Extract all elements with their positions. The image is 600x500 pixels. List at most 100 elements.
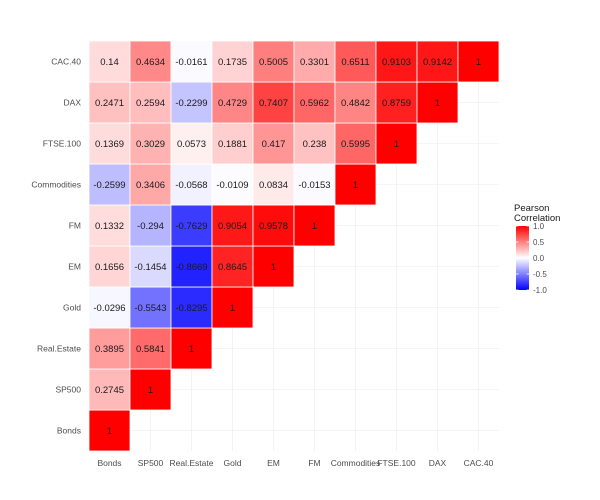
cell-value-label-cac-40-em: 0.5005 — [259, 57, 288, 68]
cell-value-label-em-em: 1 — [271, 262, 276, 273]
cell-value-label-sp500-bonds: 0.2745 — [95, 385, 124, 396]
heatmap-cell-sp500-sp500 — [129, 368, 172, 411]
heatmap-cell-cac-40-bonds — [88, 40, 131, 83]
heatmap-cell-em-em — [252, 245, 295, 288]
heatmap-cell-fm-fm — [293, 204, 336, 247]
x-tick-label-em: EM — [267, 458, 280, 468]
legend-colorbar — [516, 226, 529, 290]
cell-value-label-dax-sp500: 0.2594 — [136, 98, 165, 109]
legend-ticks: 1.0 0.5 0.0 -0.5 -1.0 — [516, 222, 547, 295]
cell-value-label-gold-sp500: -0.5543 — [134, 303, 166, 314]
x-tick-label-dax: DAX — [429, 458, 447, 468]
heatmap-cell-dax-em — [252, 81, 295, 124]
y-tick-label-fm: FM — [69, 221, 81, 231]
heatmap-cell-cac-40-real-estate — [170, 40, 213, 83]
cell-value-label-cac-40-fm: 0.3301 — [300, 57, 329, 68]
heatmap-cell-bonds-bonds — [88, 409, 131, 452]
cell-value-label-ftse-100-ftse-100: 1 — [394, 139, 399, 150]
cell-value-label-cac-40-commodities: 0.6511 — [341, 57, 369, 68]
cell-value-label-dax-commodities: 0.4842 — [341, 98, 370, 109]
heatmap-cell-ftse-100-real-estate — [170, 122, 213, 165]
heatmap-cell-commodities-sp500 — [129, 163, 172, 206]
legend-tick-label: -0.5 — [533, 270, 547, 279]
heatmap-cell-commodities-bonds — [88, 163, 131, 206]
heatmap-cell-gold-gold — [211, 286, 254, 329]
heatmap-cell-cac-40-sp500 — [129, 40, 172, 83]
legend-title-line-1: Pearson — [514, 203, 549, 214]
heatmap-cell-commodities-commodities — [334, 163, 377, 206]
cell-value-label-em-gold: 0.8645 — [218, 262, 247, 273]
y-tick-label-real-estate: Real.Estate — [37, 344, 81, 354]
heatmap-cell-dax-real-estate — [170, 81, 213, 124]
cell-value-label-commodities-bonds: -0.2599 — [93, 180, 125, 191]
legend-tick-label: 0.0 — [533, 254, 545, 263]
x-tick-label-sp500: SP500 — [138, 458, 164, 468]
legend-tick-label: 0.5 — [533, 238, 545, 247]
heatmap-cell-ftse-100-bonds — [88, 122, 131, 165]
cell-value-label-fm-em: 0.9578 — [259, 221, 288, 232]
heatmap-cell-sp500-bonds — [88, 368, 131, 411]
y-axis: Bonds SP500 Real.Estate Gold EM FM Commodities… — [31, 57, 81, 436]
cell-value-label-bonds-bonds: 1 — [107, 426, 112, 437]
heatmap-cell-dax-bonds — [88, 81, 131, 124]
heatmap-cell-commodities-real-estate — [170, 163, 213, 206]
cell-value-label-gold-gold: 1 — [230, 303, 235, 314]
heatmap-cell-gold-real-estate — [170, 286, 213, 329]
cell-value-label-real-estate-real-estate: 1 — [189, 344, 194, 355]
cell-value-label-gold-real-estate: -0.8295 — [175, 303, 207, 314]
cell-value-label-real-estate-sp500: 0.5841 — [136, 344, 165, 355]
cell-value-label-dax-fm: 0.5962 — [300, 98, 329, 109]
y-tick-label-commodities: Commodities — [31, 180, 81, 190]
heatmap-cell-em-real-estate — [170, 245, 213, 288]
heatmap-cell-cac-40-ftse-100 — [375, 40, 418, 83]
cell-value-label-ftse-100-gold: 0.1881 — [218, 139, 247, 150]
y-tick-label-em: EM — [68, 262, 81, 272]
cell-value-label-cac-40-bonds: 0.14 — [100, 57, 119, 68]
cell-value-label-cac-40-cac-40: 1 — [476, 57, 481, 68]
cell-value-label-commodities-sp500: 0.3406 — [136, 180, 165, 191]
x-tick-label-gold: Gold — [224, 458, 242, 468]
cell-value-label-fm-fm: 1 — [312, 221, 317, 232]
cell-value-label-ftse-100-fm: 0.238 — [303, 139, 327, 150]
heatmap-cell-ftse-100-sp500 — [129, 122, 172, 165]
heatmap-cell-cac-40-commodities — [334, 40, 377, 83]
y-tick-label-sp500: SP500 — [55, 385, 81, 395]
heatmap-cell-real-estate-real-estate — [170, 327, 213, 370]
legend: Pearson Correlation 1.0 0.5 0.0 -0.5 -1.0 — [514, 203, 560, 295]
cell-value-label-commodities-real-estate: -0.0568 — [175, 180, 207, 191]
cell-value-label-commodities-fm: -0.0153 — [298, 180, 330, 191]
y-tick-label-dax: DAX — [64, 98, 82, 108]
cell-value-label-cac-40-sp500: 0.4634 — [136, 57, 165, 68]
cell-value-label-gold-bonds: -0.0296 — [93, 303, 125, 314]
y-tick-label-gold: Gold — [63, 303, 81, 313]
legend-title-line-2: Correlation — [514, 213, 560, 224]
cell-value-label-dax-real-estate: -0.2299 — [175, 98, 207, 109]
cell-value-label-cac-40-gold: 0.1735 — [218, 57, 247, 68]
heatmap-cell-cac-40-gold — [211, 40, 254, 83]
cell-value-label-ftse-100-bonds: 0.1369 — [95, 139, 124, 150]
legend-tick-label: -1.0 — [533, 286, 547, 295]
cell-value-label-em-bonds: 0.1656 — [95, 262, 124, 273]
heatmap-cell-cac-40-cac-40 — [457, 40, 500, 83]
cell-value-label-commodities-commodities: 1 — [353, 180, 358, 191]
x-tick-label-bonds: Bonds — [97, 458, 121, 468]
x-tick-label-ftse-100: FTSE.100 — [377, 458, 416, 468]
cell-value-label-ftse-100-real-estate: 0.0573 — [177, 139, 206, 150]
heatmap-cell-cac-40-em — [252, 40, 295, 83]
heatmap-cell-em-sp500 — [129, 245, 172, 288]
cell-value-label-fm-sp500: -0.294 — [137, 221, 164, 232]
cell-value-label-commodities-em: 0.0834 — [259, 180, 288, 191]
heatmap-cell-dax-sp500 — [129, 81, 172, 124]
heatmap-cell-ftse-100-ftse-100 — [375, 122, 418, 165]
y-tick-label-cac-40: CAC.40 — [51, 57, 81, 67]
cell-value-label-dax-bonds: 0.2471 — [95, 98, 124, 109]
cell-value-label-cac-40-ftse-100: 0.9103 — [382, 57, 411, 68]
cell-value-label-ftse-100-sp500: 0.3029 — [136, 139, 165, 150]
x-axis: Bonds SP500 Real.Estate Gold EM FM Commodities… — [97, 458, 493, 468]
heatmap-cell-fm-gold — [211, 204, 254, 247]
x-tick-label-fm: FM — [308, 458, 320, 468]
legend-tick-label: 1.0 — [533, 222, 545, 231]
cell-value-label-fm-real-estate: -0.7629 — [175, 221, 207, 232]
heatmap-cell-cac-40-fm — [293, 40, 336, 83]
